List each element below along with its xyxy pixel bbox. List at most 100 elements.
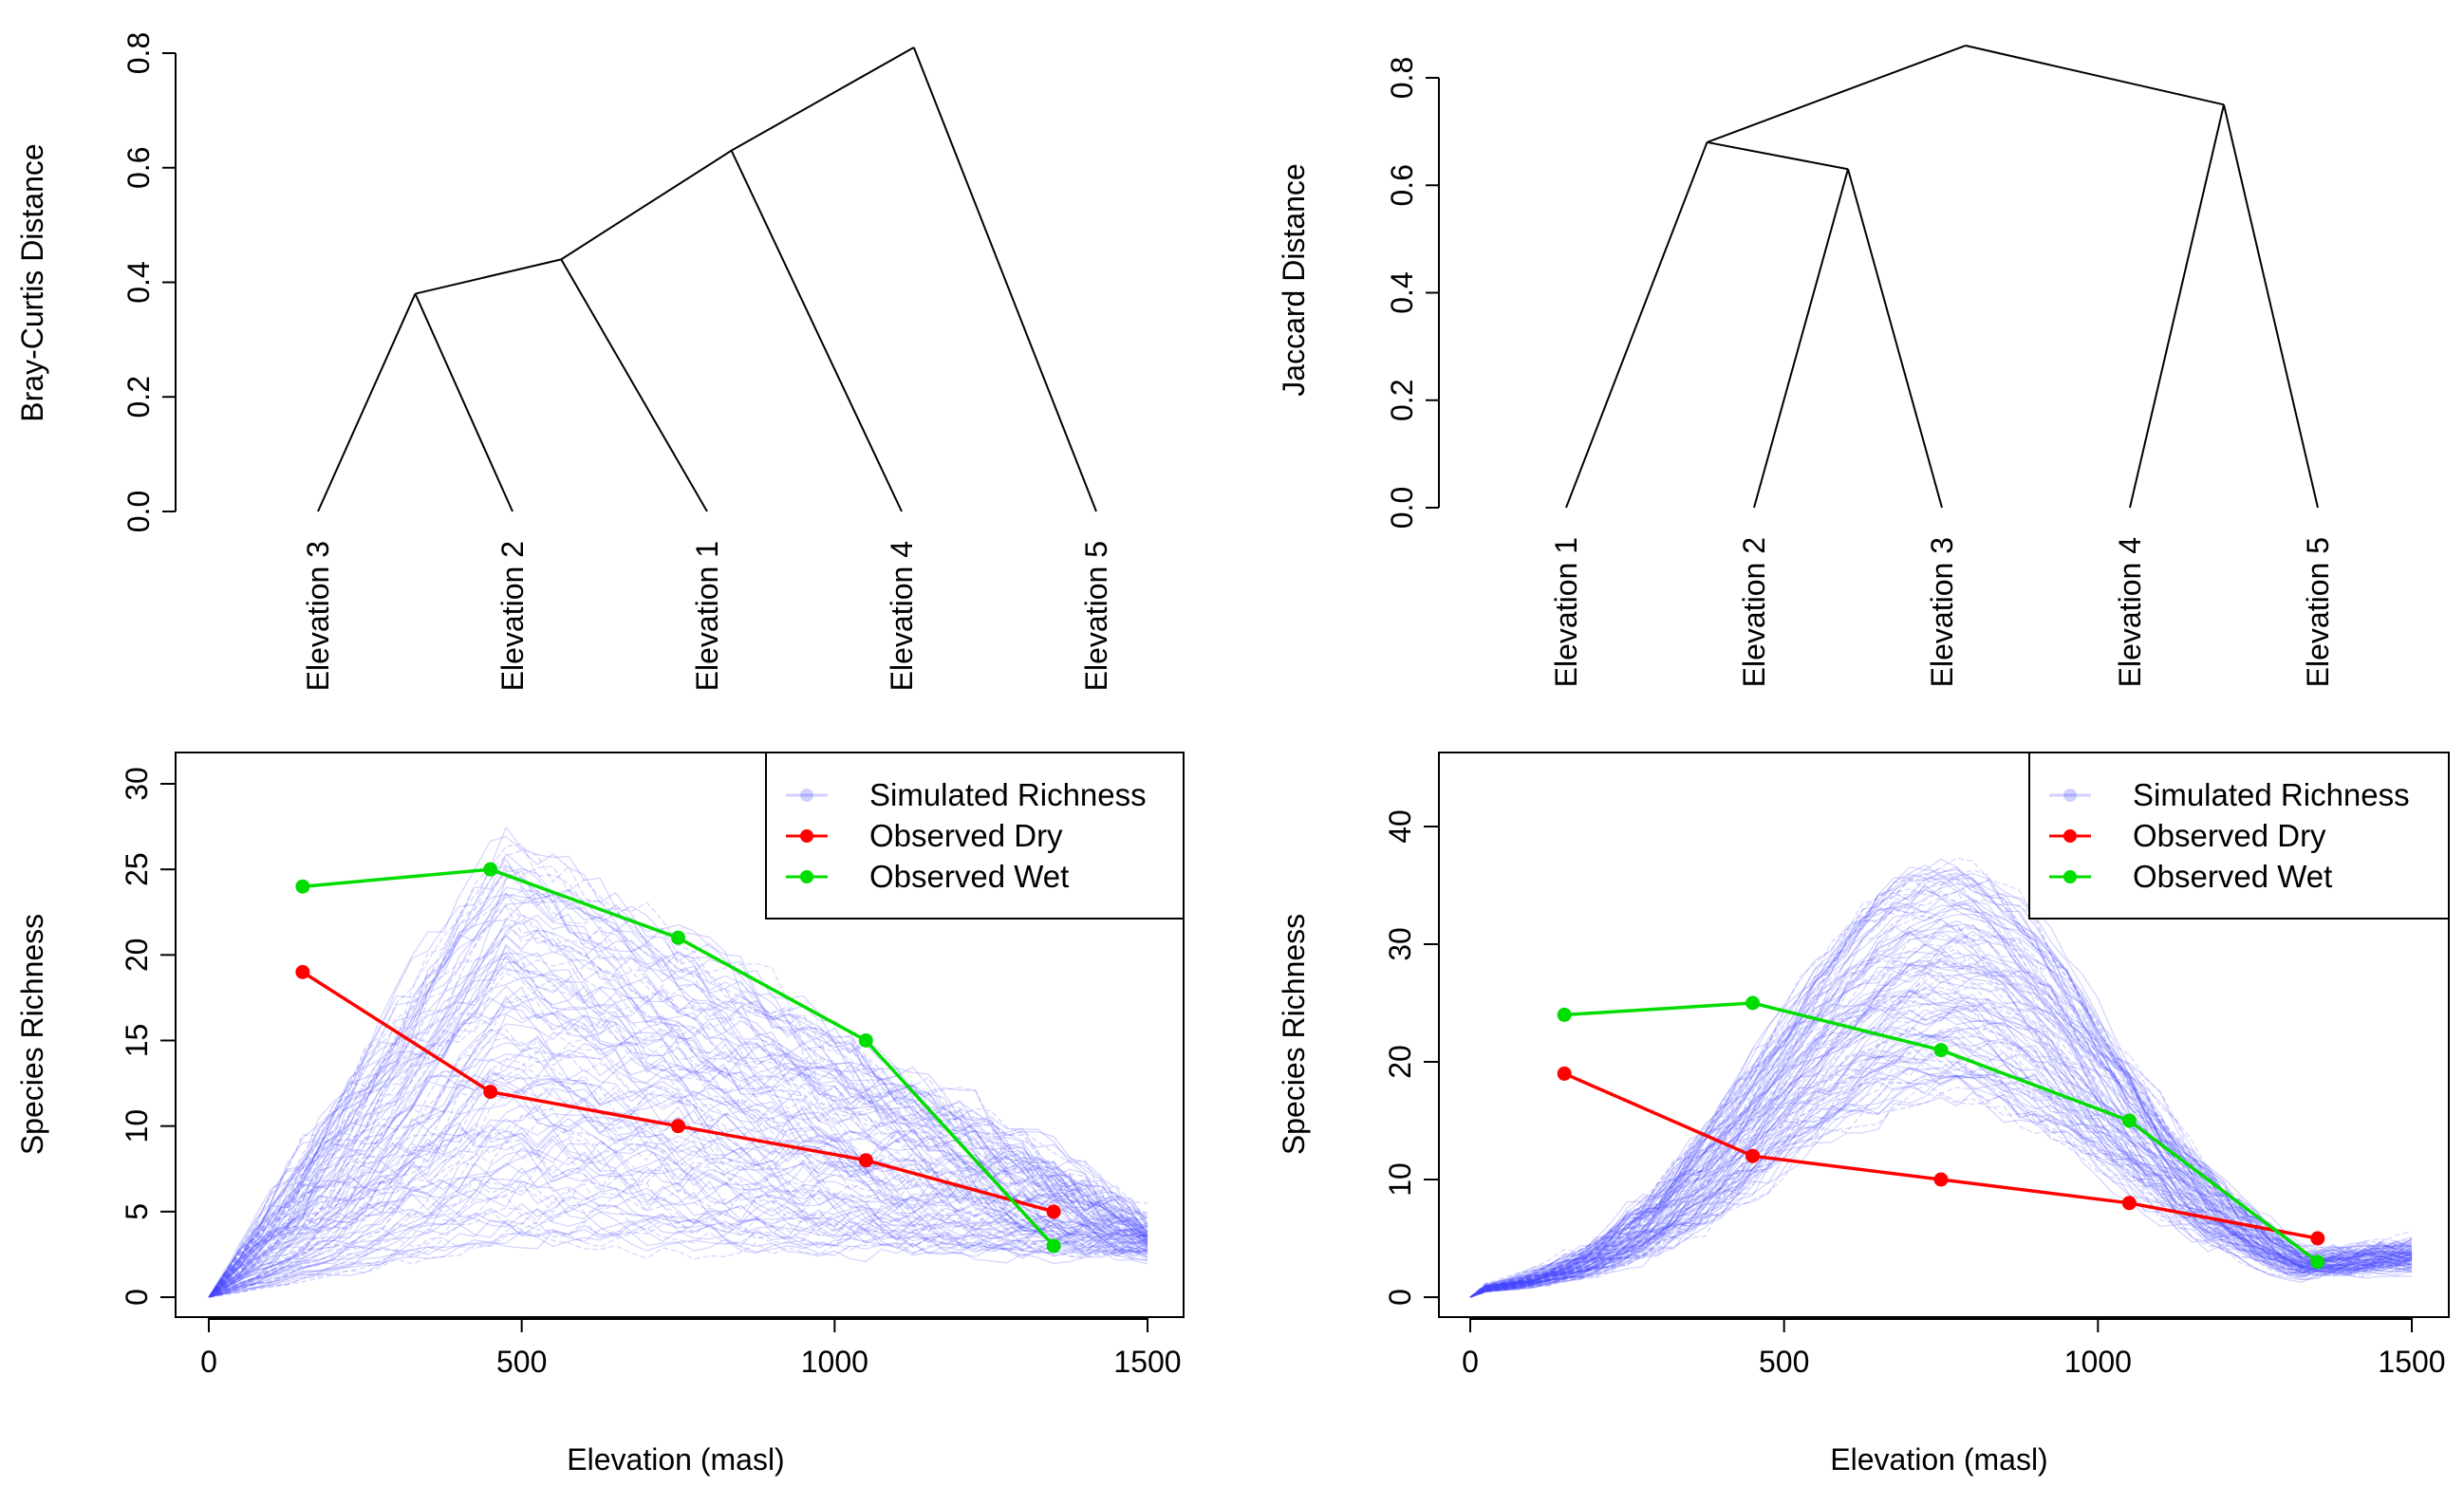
simulated-richness-line — [1469, 1092, 2413, 1298]
y-axis-label: Bray-Curtis Distance — [15, 143, 49, 421]
simulated-richness-line — [1469, 931, 2413, 1298]
simulated-richness-line — [1469, 1025, 2413, 1298]
dendrogram-branch — [2129, 104, 2225, 509]
simulated-richness-line — [1469, 889, 2413, 1298]
simulated-richness-line — [208, 904, 1148, 1298]
simulated-richness-line — [208, 1221, 1148, 1298]
observed-series — [295, 862, 1061, 1254]
dendrogram-branch — [560, 149, 733, 261]
legend-item-simulated: Simulated Richness — [786, 777, 1147, 812]
leaf-label: Elevation 5 — [2301, 537, 2335, 687]
dendrogram-branch — [1707, 45, 1967, 143]
simulated-richness-line — [1469, 966, 2413, 1298]
simulated-richness-line — [1469, 1027, 2413, 1298]
simulated-richness-line — [208, 956, 1148, 1298]
dendrogram-branch — [1707, 140, 1849, 171]
leaf-labels: Elevation 1 Elevation 2 Elevation 3 Elev… — [1549, 537, 2335, 687]
simulated-richness-line — [1469, 908, 2413, 1298]
simulated-richness-line — [208, 1104, 1148, 1298]
simulated-richness-line — [208, 826, 1148, 1298]
y-tick-label: 20 — [120, 938, 154, 973]
dendrogram-branch — [560, 258, 708, 512]
simulated-richness-line — [1469, 874, 2413, 1298]
simulated-richness-line — [1469, 858, 2413, 1298]
simulated-richness-line — [208, 886, 1148, 1298]
simulated-richness-line — [208, 989, 1148, 1298]
observed-wet-point — [858, 1033, 873, 1048]
simulated-richness-line — [1469, 918, 2413, 1298]
simulated-richness-line — [208, 1163, 1148, 1298]
simulated-richness-line — [208, 1108, 1148, 1298]
simulated-richness-line — [1469, 857, 2413, 1298]
simulated-richness-line — [1469, 998, 2413, 1298]
leaf-label: Elevation 1 — [1549, 537, 1583, 687]
legend-box — [2028, 752, 2450, 920]
dendrogram-branch — [317, 293, 417, 512]
simulated-richness-line — [208, 914, 1148, 1298]
y-tick-label: 40 — [1383, 809, 1417, 844]
y-axis-label: Species Richness — [1277, 914, 1311, 1155]
leaf-label: Elevation 3 — [1925, 537, 1959, 687]
simulated-richness-line — [208, 965, 1148, 1298]
legend-item-wet: Observed Wet — [2049, 859, 2332, 894]
observed-wet-point — [1745, 995, 1761, 1011]
simulated-richness-line — [1469, 1004, 2413, 1298]
simulated-richness-line — [1469, 1028, 2413, 1298]
y-tick-label: 20 — [1383, 1045, 1417, 1079]
simulated-richness-line — [1469, 957, 2413, 1298]
simulated-richness-line — [208, 1054, 1148, 1298]
simulated-richness-line — [1469, 990, 2413, 1298]
simulated-richness-line — [208, 1188, 1148, 1298]
simulated-richness-line — [208, 1004, 1148, 1298]
observed-wet-point — [671, 930, 685, 945]
simulated-richness-line — [1469, 952, 2413, 1298]
simulated-richness-lines — [1469, 857, 2413, 1298]
simulated-richness-line — [208, 944, 1148, 1298]
simulated-richness-line — [1469, 951, 2413, 1298]
observed-wet-point — [1046, 1238, 1061, 1254]
legend-label: Observed Wet — [2133, 859, 2332, 894]
simulated-richness-line — [1469, 1091, 2413, 1298]
richness-plot-left: 0 500 1000 1500 0 5 10 15 20 25 30 Elevation (mas… — [15, 752, 1185, 1477]
simulated-richness-line — [208, 1053, 1148, 1298]
simulated-richness-line — [208, 1057, 1148, 1298]
dendrogram-branch — [1753, 168, 1849, 509]
x-tick-label: 0 — [200, 1345, 217, 1379]
observed-series — [1557, 995, 2325, 1270]
observed-wet-point — [2121, 1113, 2137, 1128]
simulated-richness-line — [208, 893, 1148, 1298]
simulated-richness-line — [208, 1180, 1148, 1298]
legend-label: Simulated Richness — [2133, 777, 2410, 812]
simulated-richness-line — [208, 1068, 1148, 1298]
simulated-richness-line — [208, 1037, 1148, 1298]
simulated-richness-line — [1469, 869, 2413, 1298]
simulated-richness-line — [1469, 946, 2413, 1298]
simulated-richness-line — [1469, 1008, 2413, 1298]
simulated-richness-line — [208, 895, 1148, 1298]
simulated-richness-line — [1469, 1003, 2413, 1298]
simulated-richness-line — [208, 1206, 1148, 1298]
simulated-richness-line — [208, 1143, 1148, 1298]
y-tick-label: 25 — [120, 852, 154, 886]
x-tick-label: 500 — [496, 1345, 547, 1379]
y-tick-label: 10 — [120, 1109, 154, 1143]
dendrogram-branch — [414, 293, 513, 512]
observed-dry-point — [1046, 1204, 1061, 1219]
simulated-richness-line — [1469, 1076, 2413, 1298]
simulated-richness-line — [208, 1099, 1148, 1298]
simulated-richness-line — [1469, 923, 2413, 1298]
simulated-richness-line — [208, 1137, 1148, 1298]
dendrogram-branch — [1565, 141, 1708, 509]
simulated-richness-line — [208, 869, 1148, 1298]
simulated-richness-line — [208, 1060, 1148, 1298]
simulated-richness-lines — [208, 826, 1148, 1298]
y-tick-label: 0.2 — [121, 376, 156, 418]
simulated-richness-line — [1469, 935, 2413, 1298]
x-tick-label: 500 — [1759, 1345, 1809, 1379]
simulated-richness-line — [1469, 1058, 2413, 1298]
observed-wet-point — [2310, 1254, 2325, 1270]
dendrogram-branch — [730, 150, 903, 512]
simulated-richness-line — [208, 920, 1148, 1298]
y-axis-label: Species Richness — [15, 914, 49, 1155]
